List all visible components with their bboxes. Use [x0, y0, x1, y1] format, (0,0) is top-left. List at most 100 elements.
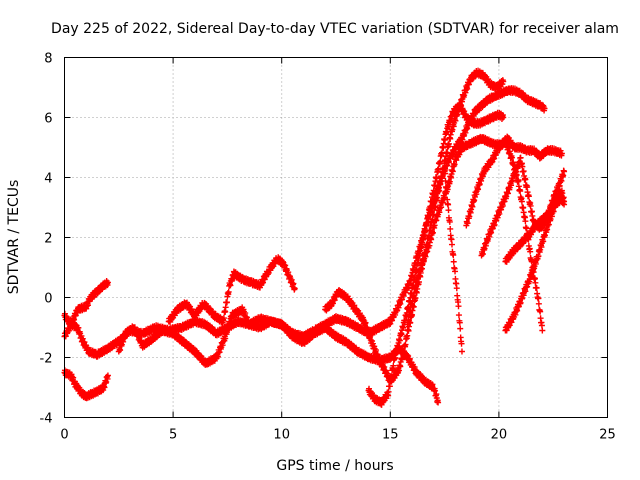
series-track-i — [441, 168, 465, 355]
data-point — [537, 308, 544, 315]
data-point — [515, 178, 522, 185]
data-point — [104, 372, 111, 379]
data-point — [458, 348, 465, 355]
data-point — [446, 218, 453, 225]
data-point — [225, 288, 232, 295]
data-point — [443, 188, 450, 195]
data-point — [220, 315, 227, 322]
data-point — [425, 212, 432, 219]
series-track-f — [322, 67, 507, 385]
data-point — [523, 225, 530, 232]
data-point — [471, 197, 478, 204]
data-point — [445, 201, 452, 208]
data-point — [429, 229, 436, 236]
data-point — [448, 241, 455, 248]
data-point — [558, 150, 565, 157]
series-track-a — [61, 278, 111, 330]
data-point — [442, 170, 449, 177]
data-point — [517, 154, 524, 161]
data-point — [435, 187, 442, 194]
data-point — [405, 317, 412, 324]
data-point — [522, 176, 529, 183]
data-point — [541, 105, 548, 112]
data-point — [532, 279, 539, 286]
data-point — [388, 373, 395, 380]
data-point — [435, 165, 442, 172]
data-point — [527, 248, 534, 255]
x-tick-label: 15 — [382, 428, 399, 443]
y-tick-label: -4 — [40, 412, 53, 427]
x-tick-label: 20 — [491, 428, 508, 443]
data-point — [400, 324, 407, 331]
data-point — [392, 354, 399, 361]
data-point — [411, 289, 418, 296]
data-point — [223, 299, 230, 306]
chart-title: Day 225 of 2022, Sidereal Day-to-day VTE… — [51, 21, 619, 37]
data-point — [533, 284, 540, 291]
y-tick-label: 0 — [44, 292, 52, 307]
series-track-c — [61, 367, 111, 402]
data-point — [420, 236, 427, 243]
series-track-g — [365, 101, 507, 408]
x-tick-label: 0 — [60, 428, 68, 443]
data-point — [399, 355, 406, 362]
data-point — [466, 213, 473, 220]
data-point — [455, 303, 462, 310]
data-point — [527, 202, 534, 209]
data-point — [535, 300, 542, 307]
data-point — [518, 198, 525, 205]
data-point — [451, 161, 458, 168]
data-point — [444, 149, 451, 156]
data-point — [442, 177, 449, 184]
data-point — [448, 236, 455, 243]
series-track-j — [463, 137, 546, 334]
data-point — [450, 258, 457, 265]
data-point — [524, 184, 531, 191]
data-point — [458, 340, 465, 347]
data-point — [538, 322, 545, 329]
data-point — [400, 347, 407, 354]
data-point — [422, 228, 429, 235]
data-point — [291, 285, 298, 292]
data-point — [446, 178, 453, 185]
data-point — [450, 252, 457, 259]
data-point — [525, 193, 532, 200]
x-tick-label: 5 — [169, 428, 177, 443]
y-tick-label: 6 — [44, 112, 52, 127]
data-point — [500, 114, 507, 121]
y-axis-label: SDTVAR / TECUs — [6, 180, 22, 295]
data-point — [386, 383, 393, 390]
data-point — [457, 325, 464, 332]
x-axis-label: GPS time / hours — [276, 458, 393, 474]
y-tick-label: 8 — [44, 52, 52, 67]
data-point — [539, 327, 546, 334]
data-point — [416, 252, 423, 259]
y-tick-label: -2 — [40, 352, 53, 367]
data-point — [104, 279, 111, 286]
data-point — [435, 399, 442, 406]
x-tick-label: 25 — [599, 428, 616, 443]
data-point — [396, 337, 403, 344]
data-point — [447, 225, 454, 232]
series-track-e — [165, 254, 298, 326]
data-point — [445, 140, 452, 147]
data-point — [427, 203, 434, 210]
series-track-m — [502, 193, 568, 334]
data-point — [561, 168, 568, 175]
data-point — [561, 201, 568, 208]
data-point — [445, 207, 452, 214]
y-tick-label: 4 — [44, 172, 52, 187]
y-tick-label: 2 — [44, 232, 52, 247]
data-point — [438, 149, 445, 156]
data-point — [519, 163, 526, 170]
data-point — [517, 188, 524, 195]
series-track-h — [404, 133, 565, 328]
data-point — [404, 332, 411, 339]
data-point — [385, 388, 392, 395]
data-point — [402, 341, 409, 348]
data-point — [432, 203, 439, 210]
axis-ticks: 0 5 10 15 20 25 -4 -2 0 2 4 6 8 — [40, 52, 616, 443]
data-series — [61, 67, 568, 408]
data-point — [508, 154, 515, 161]
